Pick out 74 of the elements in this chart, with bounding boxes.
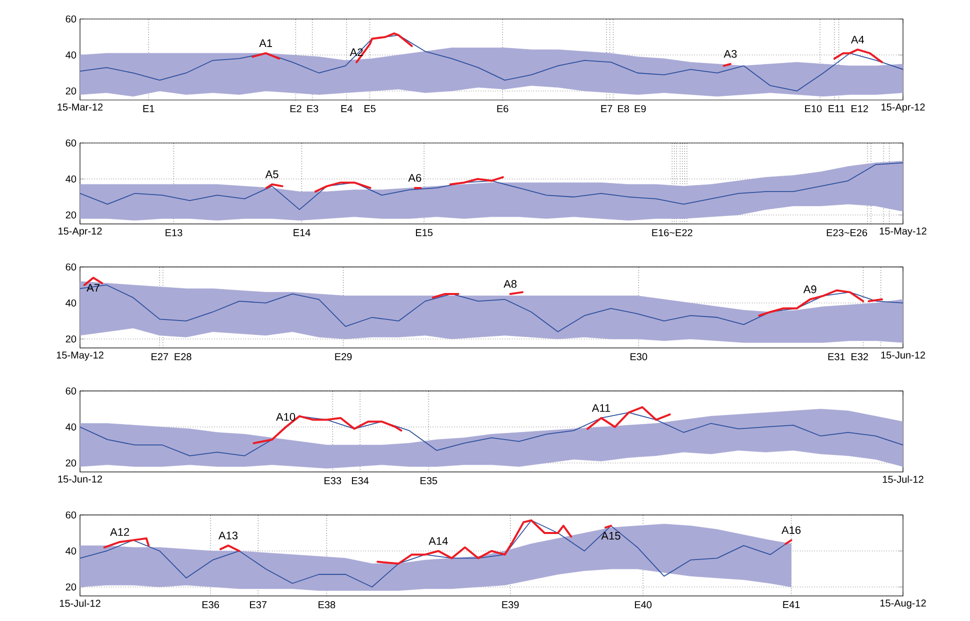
ref-line-label: E35 xyxy=(420,477,438,484)
annotation: A5 xyxy=(265,170,278,178)
ref-line-label: E16~E22 xyxy=(652,229,692,236)
ref-line-label: E12 xyxy=(852,105,868,112)
ref-line-label: E9 xyxy=(634,105,646,112)
line-series xyxy=(80,162,903,210)
y-tick-label: 60 xyxy=(66,15,76,23)
annotation: A10 xyxy=(276,413,296,421)
annotation: A8 xyxy=(504,280,517,288)
ref-line-label: E40 xyxy=(634,601,652,608)
y-tick-label: 60 xyxy=(66,263,76,271)
ref-line-label: E4 xyxy=(341,105,352,112)
ref-line-label: E11 xyxy=(828,105,844,112)
ref-line-label: E36 xyxy=(202,601,219,608)
ref-line-label: E28 xyxy=(174,353,192,360)
annotation: A9 xyxy=(803,285,816,294)
x-tick-label: 15-Apr-12 xyxy=(882,104,925,113)
ref-line-label: E2 xyxy=(290,105,302,112)
ref-line-label: E32 xyxy=(852,353,868,360)
x-tick-label: 15-Jun-12 xyxy=(881,352,926,359)
ref-line-label: E39 xyxy=(502,601,519,608)
x-tick-label: 15-May-12 xyxy=(56,352,104,361)
line-series xyxy=(80,34,903,92)
ref-line-label: E33 xyxy=(324,477,342,484)
x-tick-label: 15-Mar-12 xyxy=(58,104,103,111)
annotation: A3 xyxy=(724,50,737,58)
line-series xyxy=(80,412,903,456)
ref-line-label: E37 xyxy=(250,601,266,608)
annotation: A12 xyxy=(110,528,130,536)
ref-line-label: E23~E26 xyxy=(826,229,868,236)
y-tick-label: 60 xyxy=(66,387,76,395)
annotation: A4 xyxy=(850,36,864,44)
x-tick-label: 15-Apr-12 xyxy=(58,228,102,237)
annotation: A1 xyxy=(259,39,272,47)
annotation: A6 xyxy=(408,174,422,182)
x-tick-label: 15-Aug-12 xyxy=(880,600,926,609)
ref-line-label: E38 xyxy=(318,601,336,608)
ref-line-label: E41 xyxy=(783,601,800,608)
y-tick-label: 40 xyxy=(66,51,76,59)
y-tick-label: 40 xyxy=(66,547,76,555)
y-tick-label: 40 xyxy=(66,175,76,183)
ref-line-label: E1 xyxy=(143,105,154,112)
y-tick-label: 60 xyxy=(66,139,76,147)
ref-line-label: E29 xyxy=(335,353,352,360)
y-tick-label: 40 xyxy=(66,299,76,307)
ref-line-label: E8 xyxy=(618,105,630,112)
y-tick-label: 20 xyxy=(66,87,76,95)
ref-line-label: E27 xyxy=(152,353,168,360)
y-tick-label: 20 xyxy=(66,211,76,219)
y-tick-label: 20 xyxy=(66,459,76,467)
ref-line-label: E34 xyxy=(352,477,369,484)
x-tick-label: 15-Jun-12 xyxy=(58,476,102,483)
y-tick-label: 60 xyxy=(66,511,76,519)
y-tick-label: 20 xyxy=(66,583,76,591)
x-tick-label: 15-Jul-12 xyxy=(60,600,100,607)
ref-line-label: E13 xyxy=(166,229,182,236)
x-tick-label: 15-May-12 xyxy=(880,228,926,237)
annotation: A15 xyxy=(601,532,620,540)
ref-line-label: E15 xyxy=(416,229,433,236)
y-tick-label: 20 xyxy=(66,335,76,343)
ref-line-label: E10 xyxy=(805,105,822,112)
annotation: A16 xyxy=(782,526,801,534)
y-tick-label: 40 xyxy=(66,423,76,431)
ref-line-label: E5 xyxy=(364,105,376,112)
ref-line-label: E3 xyxy=(307,105,318,112)
ref-line-label: E31 xyxy=(828,353,845,360)
x-tick-label: 15-Jul-12 xyxy=(882,476,924,483)
annotation: A13 xyxy=(218,532,238,540)
ref-line-label: E7 xyxy=(601,105,612,112)
annotation: A14 xyxy=(428,537,448,545)
ref-line-label: E14 xyxy=(294,229,310,236)
annotation: A11 xyxy=(592,404,610,412)
ref-line-label: E6 xyxy=(497,105,508,112)
ref-line-label: E30 xyxy=(630,353,648,360)
